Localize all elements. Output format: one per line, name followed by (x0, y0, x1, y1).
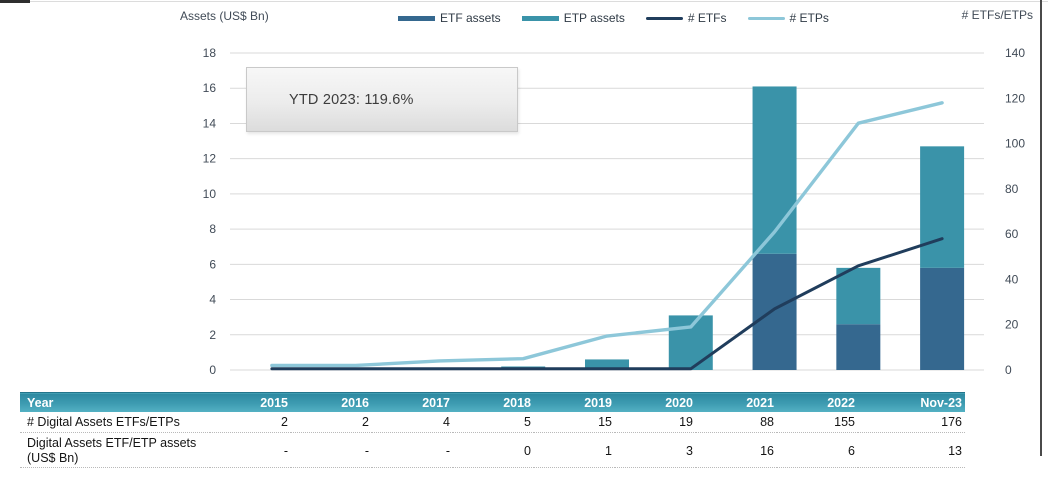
right-axis-tick-label: 140 (1005, 46, 1025, 60)
right-axis-tick-label: 80 (1005, 182, 1019, 196)
table-header-nov-23: Nov-23 (858, 392, 965, 412)
bar-swatch-icon (521, 15, 559, 21)
table-cell: 176 (858, 412, 965, 433)
table-cell: 0 (453, 432, 534, 469)
left-axis-tick-label: 10 (203, 187, 217, 201)
table-cell: 1 (534, 432, 615, 469)
table-cell: 2 (210, 412, 291, 433)
legend-item-etp-assets: ETP assets (521, 11, 625, 25)
table-header-2020: 2020 (615, 392, 696, 412)
table-cell: 4 (372, 412, 453, 433)
frame-top-border (0, 1, 1048, 2)
legend-item-etf-assets: ETF assets (398, 11, 501, 25)
table-header-2019: 2019 (534, 392, 615, 412)
right-axis-tick-label: 20 (1005, 318, 1019, 332)
left-axis-title: Assets (US$ Bn) (180, 9, 269, 23)
left-axis-tick-label: 4 (209, 293, 216, 307)
table-header-2016: 2016 (291, 392, 372, 412)
left-axis-tick-label: 2 (209, 328, 216, 342)
line-swatch-icon (645, 16, 683, 20)
table-cell: - (210, 432, 291, 469)
table-header-2018: 2018 (453, 392, 534, 412)
left-axis-tick-label: 14 (203, 116, 217, 130)
table-cell: 13 (858, 432, 965, 469)
legend-label: ETP assets (563, 11, 625, 25)
bar-etp-assets-nov-23 (920, 146, 965, 268)
bar-etf-assets-2022 (836, 324, 881, 370)
table-cell: - (372, 432, 453, 469)
table-row-label: # Digital Assets ETFs/ETPs (20, 412, 210, 433)
table-header-2015: 2015 (210, 392, 291, 412)
table-header-2021: 2021 (696, 392, 777, 412)
right-axis-tick-label: 120 (1005, 91, 1025, 105)
table-cell: 2 (291, 412, 372, 433)
frame-right-border (1040, 0, 1042, 456)
chart-legend: ETF assets ETP assets # ETFs # ETPs (398, 10, 829, 26)
bar-etp-assets-2020 (668, 315, 713, 370)
table-cell: 3 (615, 432, 696, 469)
bar-etp-assets-2022 (836, 267, 881, 325)
legend-label: # ETFs (687, 11, 727, 25)
right-axis-tick-label: 40 (1005, 272, 1019, 286)
table-row: Digital Assets ETF/ETP assets (US$ Bn) - -… (20, 432, 965, 469)
table-cell: 16 (696, 432, 777, 469)
table-cell: 15 (534, 412, 615, 433)
table-cell: 88 (696, 412, 777, 433)
left-axis-tick-label: 0 (209, 363, 216, 377)
legend-item-etps: # ETPs (747, 11, 829, 25)
line-etps (270, 101, 944, 368)
ytd-annotation-text: YTD 2023: 119.6% (289, 91, 414, 108)
table-row: # Digital Assets ETFs/ETPs 2 2 4 5 15 19 88 155 1… (20, 412, 965, 433)
table-cell: 19 (615, 412, 696, 433)
legend-label: # ETPs (789, 11, 829, 25)
right-axis-tick-label: 0 (1005, 363, 1012, 377)
left-axis-tick-label: 16 (203, 81, 217, 95)
left-axis-tick-label: 18 (203, 46, 217, 60)
table-row-label: Digital Assets ETF/ETP assets (US$ Bn) (20, 432, 210, 469)
bar-etf-assets-2021 (752, 253, 797, 370)
left-axis-tick-label: 6 (209, 257, 216, 271)
ytd-annotation: YTD 2023: 119.6% (246, 67, 518, 132)
bar-etf-assets-nov-23 (920, 267, 965, 370)
table-cell: - (291, 432, 372, 469)
right-axis-tick-label: 60 (1005, 227, 1019, 241)
legend-item-etfs: # ETFs (645, 11, 727, 25)
line-swatch-icon (747, 16, 785, 20)
frame-top-left-mark (0, 0, 30, 3)
left-axis-tick-label: 12 (203, 152, 217, 166)
bar-swatch-icon (398, 15, 435, 21)
right-axis-tick-label: 100 (1005, 137, 1025, 151)
table-header-2022: 2022 (777, 392, 858, 412)
right-axis-title: # ETFs/ETPs (961, 8, 1033, 22)
table-cell: 155 (777, 412, 858, 433)
table-cell: 5 (453, 412, 534, 433)
combo-chart: 0 2 4 6 8 10 12 14 16 18 0 20 40 60 80 100 120 140 (203, 46, 1026, 377)
table-header-2017: 2017 (372, 392, 453, 412)
data-table: Year 2015 2016 2017 2018 2019 2020 2021 2022 Nov-… (20, 392, 965, 469)
table-cell: 6 (777, 432, 858, 469)
left-axis-tick-label: 8 (209, 222, 216, 236)
line-etfs (270, 237, 944, 371)
bar-etp-assets-2021 (752, 86, 797, 254)
table-header-row: Year 2015 2016 2017 2018 2019 2020 2021 2022 Nov-… (20, 392, 965, 412)
legend-label: ETF assets (440, 11, 501, 25)
table-header-year: Year (20, 392, 210, 412)
bar-etp-assets-2019 (585, 359, 629, 370)
